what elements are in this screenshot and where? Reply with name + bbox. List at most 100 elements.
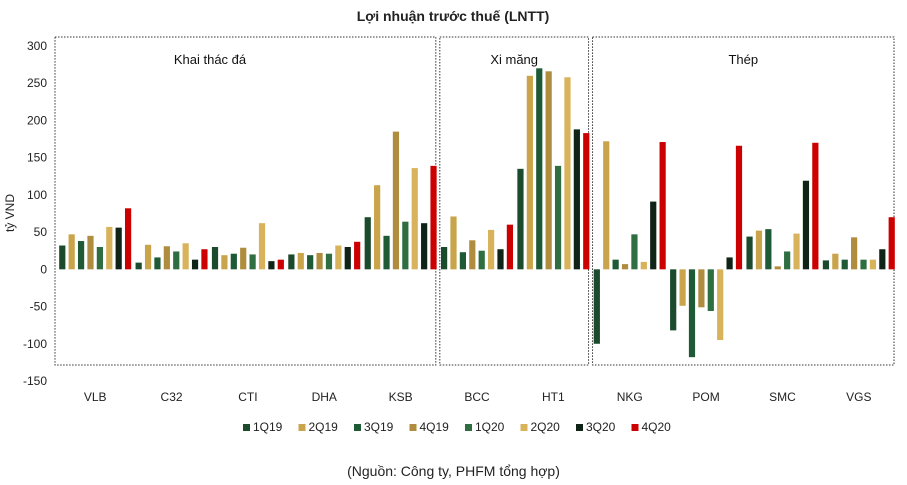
bar-DHA-2Q19	[297, 252, 304, 270]
bar-DHA-4Q20	[354, 241, 361, 270]
group-box	[54, 36, 437, 366]
bar-POM-3Q19	[688, 269, 696, 358]
y-tick-label: 50	[34, 225, 48, 239]
x-tick-label: VLB	[84, 390, 107, 404]
y-tick-label: -100	[23, 337, 47, 351]
bar-BCC-3Q19	[459, 252, 466, 270]
source-note: (Nguồn: Công ty, PHFM tổng hợp)	[347, 463, 560, 479]
y-axis-ticks: -150 -100 -50 0 50 100 150 200 250 300	[23, 39, 47, 388]
x-tick-label: SMC	[769, 390, 796, 404]
bar-C32-2Q20	[182, 243, 189, 270]
chart-title: Lợi nhuận trước thuế (LNTT)	[357, 8, 550, 24]
bar-C32-1Q19	[135, 262, 142, 270]
bar-KSB-2Q19	[374, 185, 381, 270]
bar-VGS-4Q19	[851, 237, 858, 270]
bar-HT1-3Q20	[573, 129, 580, 270]
legend-swatch	[631, 424, 639, 431]
legend-label: 1Q19	[253, 420, 283, 434]
bar-NKG-2Q20	[640, 261, 647, 270]
bar-HT1-2Q19	[526, 75, 533, 270]
bar-HT1-1Q19	[517, 168, 524, 270]
group-boxes: Khai thác đá Xi măng Thép	[54, 36, 895, 366]
bar-CTI-3Q20	[268, 261, 275, 270]
x-tick-label: BCC	[464, 390, 490, 404]
bar-VGS-3Q20	[879, 249, 886, 270]
x-tick-label: C32	[161, 390, 183, 404]
bar-POM-1Q20	[707, 269, 714, 312]
bar-SMC-3Q20	[802, 180, 810, 270]
group-label: Thép	[728, 52, 758, 67]
bar-POM-4Q19	[698, 269, 705, 308]
bar-DHA-1Q20	[325, 253, 333, 270]
bar-DHA-2Q20	[335, 245, 342, 270]
bar-VGS-1Q19	[822, 260, 830, 270]
bar-KSB-4Q19	[392, 131, 400, 270]
bars	[59, 68, 895, 358]
bar-VGS-1Q20	[860, 259, 867, 270]
bar-CTI-1Q19	[211, 247, 219, 270]
bar-SMC-2Q19	[755, 230, 763, 270]
bar-C32-3Q20	[191, 259, 199, 270]
bar-VLB-3Q19	[77, 241, 85, 270]
bar-CTI-2Q19	[221, 255, 228, 270]
y-tick-label: -50	[30, 300, 48, 314]
y-tick-label: 300	[27, 39, 47, 53]
bar-NKG-4Q20	[659, 142, 666, 270]
bar-BCC-1Q20	[478, 250, 485, 270]
bar-POM-3Q20	[726, 257, 733, 270]
y-tick-label: -150	[23, 374, 47, 388]
bar-CTI-4Q20	[277, 259, 284, 270]
bar-NKG-2Q19	[603, 141, 610, 270]
legend-swatch	[243, 424, 250, 431]
x-tick-label: VGS	[846, 390, 871, 404]
bar-C32-2Q19	[144, 244, 152, 270]
group-label: Xi măng	[490, 52, 538, 67]
legend-label: 4Q19	[420, 420, 450, 434]
y-tick-label: 200	[27, 113, 47, 127]
bar-CTI-3Q19	[230, 253, 237, 270]
bar-DHA-3Q20	[344, 247, 351, 270]
bar-KSB-3Q20	[421, 223, 428, 270]
bar-NKG-1Q19	[593, 269, 600, 344]
bar-KSB-2Q20	[411, 168, 418, 270]
bar-VLB-4Q20	[124, 208, 132, 270]
x-tick-label: CTI	[238, 390, 257, 404]
bar-BCC-2Q19	[450, 216, 457, 270]
legend-label: 2Q20	[531, 420, 561, 434]
bar-C32-4Q19	[163, 246, 170, 270]
legend-swatch	[298, 424, 306, 431]
bar-SMC-4Q20	[812, 142, 819, 270]
bar-HT1-2Q20	[564, 77, 571, 270]
bar-VLB-2Q20	[106, 226, 113, 270]
bar-HT1-4Q19	[545, 71, 552, 270]
y-tick-label: 100	[27, 188, 47, 202]
legend-label: 3Q19	[364, 420, 394, 434]
y-axis-label: tỷ VND	[3, 194, 17, 232]
bar-BCC-2Q20	[488, 229, 495, 270]
bar-VGS-4Q20	[888, 217, 895, 270]
bar-POM-2Q20	[717, 269, 724, 341]
legend-label: 1Q20	[475, 420, 505, 434]
bar-C32-1Q20	[173, 251, 180, 270]
bar-VLB-4Q19	[87, 235, 94, 270]
bar-NKG-1Q20	[631, 234, 638, 270]
group-label: Khai thác đá	[174, 52, 247, 67]
bar-VLB-1Q19	[59, 245, 66, 270]
bar-C32-4Q20	[201, 249, 208, 270]
bar-VGS-3Q19	[841, 259, 848, 270]
legend-swatch	[354, 424, 361, 431]
bar-SMC-4Q19	[774, 266, 781, 270]
bar-SMC-1Q19	[746, 236, 753, 270]
bar-DHA-3Q19	[307, 255, 314, 270]
bar-CTI-4Q19	[240, 247, 247, 270]
bar-CTI-1Q20	[249, 254, 256, 270]
bar-KSB-1Q20	[402, 221, 409, 270]
bar-C32-3Q19	[154, 257, 161, 270]
y-tick-label: 250	[27, 76, 47, 90]
bar-DHA-1Q19	[288, 254, 295, 270]
bar-SMC-1Q20	[784, 251, 791, 270]
bar-NKG-3Q19	[612, 259, 619, 270]
legend-swatch	[465, 424, 472, 431]
legend-label: 3Q20	[586, 420, 616, 434]
